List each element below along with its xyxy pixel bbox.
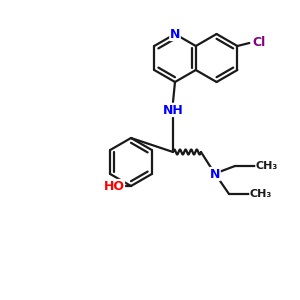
- Text: HO: HO: [103, 179, 124, 193]
- Text: Cl: Cl: [253, 35, 266, 49]
- Text: N: N: [170, 28, 180, 40]
- Text: CH₃: CH₃: [250, 189, 272, 199]
- Text: N: N: [210, 167, 220, 181]
- Text: NH: NH: [163, 103, 183, 116]
- Text: CH₃: CH₃: [256, 161, 278, 171]
